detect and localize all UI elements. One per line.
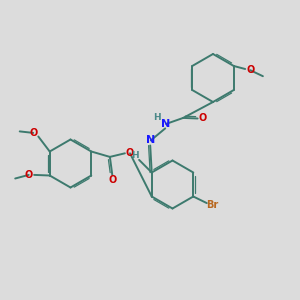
Text: O: O: [246, 65, 254, 75]
Text: O: O: [25, 170, 33, 180]
Text: O: O: [108, 175, 116, 185]
Text: Br: Br: [206, 200, 218, 210]
Text: O: O: [29, 128, 37, 138]
Text: O: O: [199, 113, 207, 123]
Text: O: O: [126, 148, 134, 158]
Text: H: H: [153, 113, 161, 122]
Text: N: N: [161, 119, 171, 129]
Text: H: H: [131, 151, 138, 160]
Text: N: N: [146, 135, 155, 146]
